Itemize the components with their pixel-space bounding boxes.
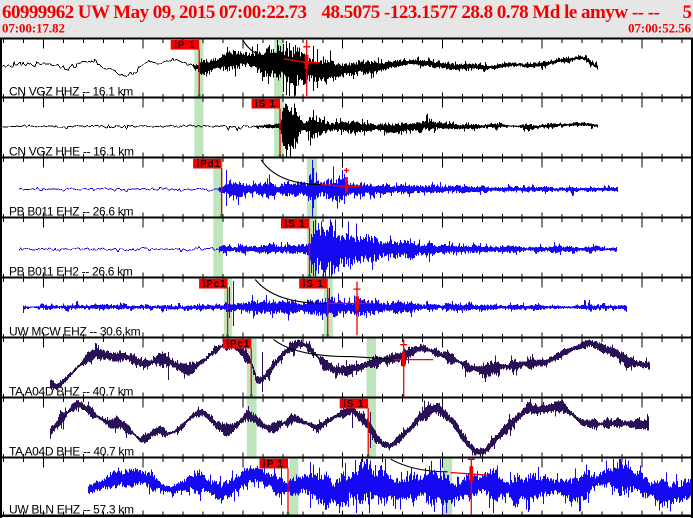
svg-text:TA A04D BHZ -- 40.7 km: TA A04D BHZ -- 40.7 km [9,384,133,398]
svg-text:PB B011 EHZ -- 26.6 km: PB B011 EHZ -- 26.6 km [9,204,133,218]
svg-text:TA A04D BHE -- 40.7 km: TA A04D BHE -- 40.7 km [9,444,134,458]
svg-text:60999962 UW May 09, 2015 07:00: 60999962 UW May 09, 2015 07:00:22.73 [2,2,306,23]
svg-text:CN VGZ HHZ -- 16.1 km: CN VGZ HHZ -- 16.1 km [9,84,133,98]
svg-text:5: 5 [683,2,693,23]
svg-text:iP 1: iP 1 [263,459,284,470]
svg-text:48.5075 -123.1577 28.8 0.78 Md: 48.5075 -123.1577 28.8 0.78 Md le amyw -… [322,2,660,23]
svg-text:07:00:17.82: 07:00:17.82 [2,22,65,36]
svg-text:iS 1: iS 1 [303,279,324,290]
svg-text:iPc1: iPc1 [203,279,227,290]
svg-text:UW BLN EHZ -- 57.3 km: UW BLN EHZ -- 57.3 km [9,502,134,516]
svg-text:07:00:52.56: 07:00:52.56 [628,22,692,36]
svg-text:iS 1: iS 1 [343,399,364,410]
svg-text:iS 1: iS 1 [255,99,276,110]
svg-text:iS 1: iS 1 [285,219,306,230]
svg-text:iP 1: iP 1 [174,40,195,51]
svg-text:PB B011 EH2 -- 26.6 km: PB B011 EH2 -- 26.6 km [9,264,133,278]
svg-text:iPc1: iPc1 [226,339,250,350]
svg-text:CN VGZ HHE -- 16.1 km: CN VGZ HHE -- 16.1 km [9,144,134,158]
svg-text:iPd1: iPd1 [197,159,221,170]
svg-text:UW MCW EHZ -- 30.6 km: UW MCW EHZ -- 30.6 km [9,324,141,338]
